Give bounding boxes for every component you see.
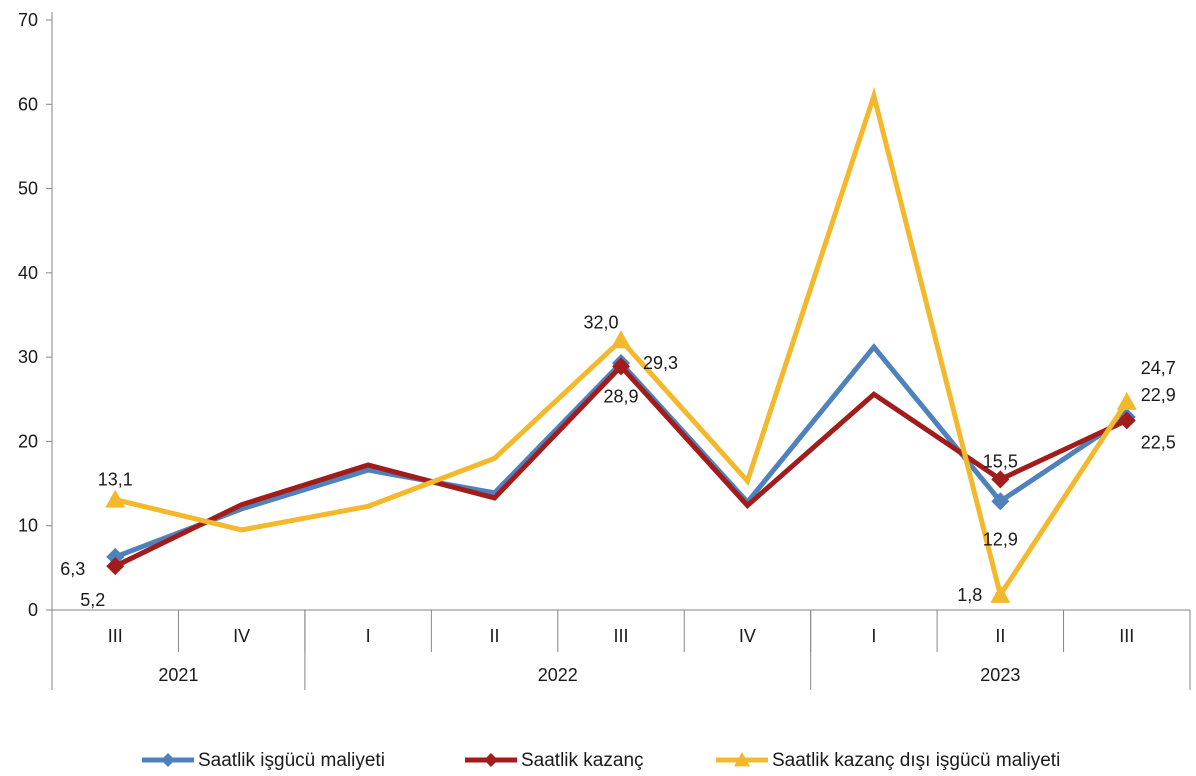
chart-axes — [51, 12, 1190, 611]
data-label: 24,7 — [1141, 358, 1176, 378]
data-label: 22,9 — [1141, 385, 1176, 405]
legend-item: Saatlik kazanç dışı işgücü maliyeti — [716, 750, 1060, 771]
data-point-marker — [991, 492, 1010, 511]
x-category-label: IV — [233, 626, 250, 646]
x-category-label: II — [995, 626, 1005, 646]
data-point-marker — [106, 557, 125, 576]
y-tick-label: 60 — [18, 94, 38, 114]
data-label: 6,3 — [60, 559, 85, 579]
y-tick-label: 70 — [18, 10, 38, 30]
y-tick-label: 0 — [28, 600, 38, 620]
y-tick-label: 40 — [18, 263, 38, 283]
legend-item: Saatlik kazanç — [465, 750, 644, 771]
x-year-label: 2023 — [980, 665, 1020, 685]
data-point-marker — [991, 470, 1010, 489]
x-category-label: II — [490, 626, 500, 646]
data-point-marker — [105, 489, 126, 508]
data-label: 15,5 — [983, 451, 1018, 471]
x-category-label: I — [871, 626, 876, 646]
legend-label: Saatlik kazanç — [521, 750, 644, 771]
legend-label: Saatlik işgücü maliyeti — [198, 750, 385, 771]
y-tick-label: 20 — [18, 431, 38, 451]
data-point-marker — [612, 357, 630, 376]
y-tick-label: 50 — [18, 179, 38, 199]
x-category-label: IV — [739, 626, 756, 646]
data-point-marker — [1117, 411, 1136, 430]
y-axis-ticks: 0 10 20 30 40 50 60 70 — [18, 10, 52, 620]
data-label: 29,3 — [643, 353, 678, 373]
series-layer — [105, 86, 1137, 603]
x-year-label: 2022 — [538, 665, 578, 685]
x-category-label: III — [108, 626, 123, 646]
data-label: 12,9 — [983, 529, 1018, 549]
data-label: 13,1 — [98, 470, 133, 490]
legend-marker — [161, 753, 175, 767]
y-tick-label: 10 — [18, 516, 38, 536]
legend: Saatlik işgücü maliyeti Saatlik kazanç Saa… — [142, 750, 1060, 771]
data-point-marker — [990, 584, 1011, 603]
x-category-label: III — [613, 626, 628, 646]
data-point-marker — [611, 330, 631, 349]
x-category-label: I — [366, 626, 371, 646]
legend-item: Saatlik işgücü maliyeti — [142, 750, 385, 771]
x-year-label: 2021 — [158, 665, 198, 685]
data-label: 32,0 — [583, 312, 618, 332]
legend-label: Saatlik kazanç dışı işgücü maliyeti — [772, 750, 1060, 771]
data-label: 22,5 — [1141, 432, 1176, 452]
data-label: 28,9 — [603, 386, 638, 406]
x-category-label: III — [1119, 626, 1134, 646]
legend-marker — [484, 753, 498, 767]
legend-marker — [734, 752, 750, 767]
data-point-marker — [1116, 391, 1137, 410]
data-label: 5,2 — [80, 590, 105, 610]
data-labels-layer: 6,3 29,3 12,9 22,9 5,2 28,9 15,5 22,5 13,1 32,0 1,… — [60, 312, 1176, 610]
y-tick-label: 30 — [18, 347, 38, 367]
data-label: 1,8 — [957, 585, 982, 605]
